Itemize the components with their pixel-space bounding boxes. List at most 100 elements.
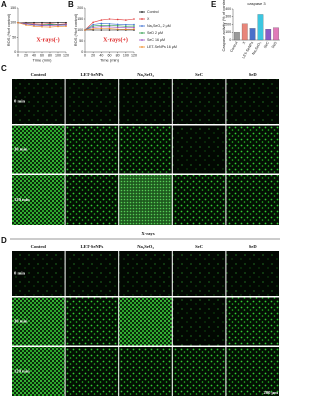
- legend-marker: [141, 39, 143, 41]
- x-tick-label: 60: [40, 53, 44, 57]
- data-point: [133, 25, 135, 27]
- data-point: [100, 19, 103, 21]
- row-label: 0 min: [14, 99, 26, 104]
- row-label: 30 min: [14, 147, 28, 152]
- data-point: [116, 25, 119, 27]
- data-point: [133, 18, 135, 20]
- x-tick-label: SeD: [271, 41, 278, 49]
- y-tick-label: 200: [77, 6, 83, 10]
- micrograph: [119, 175, 172, 225]
- micrograph: [65, 125, 119, 174]
- annotation: X-rays(+): [103, 36, 128, 43]
- chart-title: caspase 3: [247, 1, 266, 6]
- micrograph: [172, 251, 226, 296]
- x-tick-label: 20: [91, 53, 95, 57]
- micrograph: [12, 175, 65, 225]
- y-tick-label: 100: [10, 21, 16, 25]
- micrograph: [119, 297, 172, 346]
- y-tick-label: 50: [12, 35, 16, 39]
- data-point: [92, 29, 94, 31]
- panel-label: D: [1, 236, 7, 245]
- micrograph: [226, 251, 279, 296]
- divider-label: X-rays: [141, 231, 154, 236]
- data-point: [17, 21, 19, 24]
- x-axis-label: Time (min): [33, 58, 53, 63]
- x-tick-label: 100: [55, 53, 61, 57]
- column-header: Control: [31, 244, 47, 249]
- scale-bar-label: 200 μm: [264, 390, 279, 395]
- row-label: 30 min: [14, 319, 28, 324]
- x-tick-label: Na₂SeO₃: [251, 41, 262, 56]
- y-axis-label: ROS (%of control): [73, 13, 78, 46]
- bar: [241, 23, 248, 41]
- data-point: [133, 26, 135, 29]
- column-header: SeC: [195, 244, 203, 249]
- bar: [273, 27, 279, 41]
- x-tick-label: X: [242, 40, 247, 45]
- x-tick-label: 80: [116, 53, 120, 57]
- micrograph: [172, 125, 226, 174]
- data-point: [125, 25, 127, 28]
- y-tick-label: 200: [225, 22, 231, 26]
- x-tick-label: 120: [131, 53, 137, 57]
- legend-marker: [141, 11, 143, 13]
- micrograph: [226, 125, 279, 174]
- data-point: [100, 22, 103, 25]
- data-point: [65, 25, 67, 27]
- data-point: [100, 27, 103, 30]
- data-point: [25, 24, 27, 26]
- data-point: [57, 25, 59, 28]
- micrograph: [119, 347, 172, 396]
- data-point: [116, 18, 119, 21]
- micrograph: [226, 175, 279, 225]
- data-point: [41, 21, 43, 24]
- data-point: [84, 29, 86, 31]
- x-tick-label: 0: [17, 53, 19, 57]
- data-point: [57, 24, 59, 26]
- row-label: 120 min: [14, 369, 30, 374]
- row-label: 0 min: [14, 271, 26, 276]
- legend-label: SeC 16 μM: [147, 38, 165, 42]
- data-point: [65, 23, 67, 26]
- x-tick-label: 120: [63, 53, 69, 57]
- column-header: SeD: [249, 244, 258, 249]
- micrograph: [119, 251, 172, 296]
- data-point: [25, 23, 27, 25]
- x-tick-label: 80: [48, 53, 52, 57]
- data-point: [92, 28, 94, 30]
- legend-label: Na₂SeO₃ 2 μM: [147, 24, 171, 28]
- x-tick-label: 100: [123, 53, 129, 57]
- data-point: [108, 18, 111, 20]
- data-point: [125, 27, 127, 29]
- panel-label: B: [68, 0, 74, 9]
- legend-label: SeD 2 μM: [147, 31, 163, 35]
- micrograph: [119, 79, 172, 124]
- column-header: Na₂SeO₃: [137, 72, 154, 77]
- y-tick-label: 400: [225, 7, 231, 11]
- micrograph: [12, 347, 65, 396]
- row-label: 120 min: [14, 197, 30, 202]
- data-point: [33, 21, 35, 24]
- data-point: [108, 27, 111, 30]
- column-header: SeD: [249, 72, 258, 77]
- micrograph: [172, 175, 226, 225]
- legend-marker: [141, 25, 143, 27]
- legend-label: Control: [147, 10, 159, 14]
- column-header: SeC: [195, 72, 203, 77]
- micrograph: [119, 125, 172, 174]
- data-point: [92, 26, 94, 29]
- x-tick-label: 20: [24, 53, 28, 57]
- data-point: [92, 21, 94, 24]
- data-point: [92, 25, 94, 27]
- bar: [234, 32, 240, 41]
- column-header: LET-SeNPs: [80, 244, 103, 249]
- micrograph: [12, 79, 65, 124]
- annotation: X-rays(-): [36, 36, 59, 43]
- x-axis-label: Time (min): [100, 58, 120, 63]
- y-tick-label: 150: [77, 17, 83, 21]
- y-tick-label: 0: [229, 38, 231, 42]
- data-point: [133, 28, 135, 30]
- y-tick-label: 300: [225, 15, 231, 19]
- micrograph: [65, 251, 119, 296]
